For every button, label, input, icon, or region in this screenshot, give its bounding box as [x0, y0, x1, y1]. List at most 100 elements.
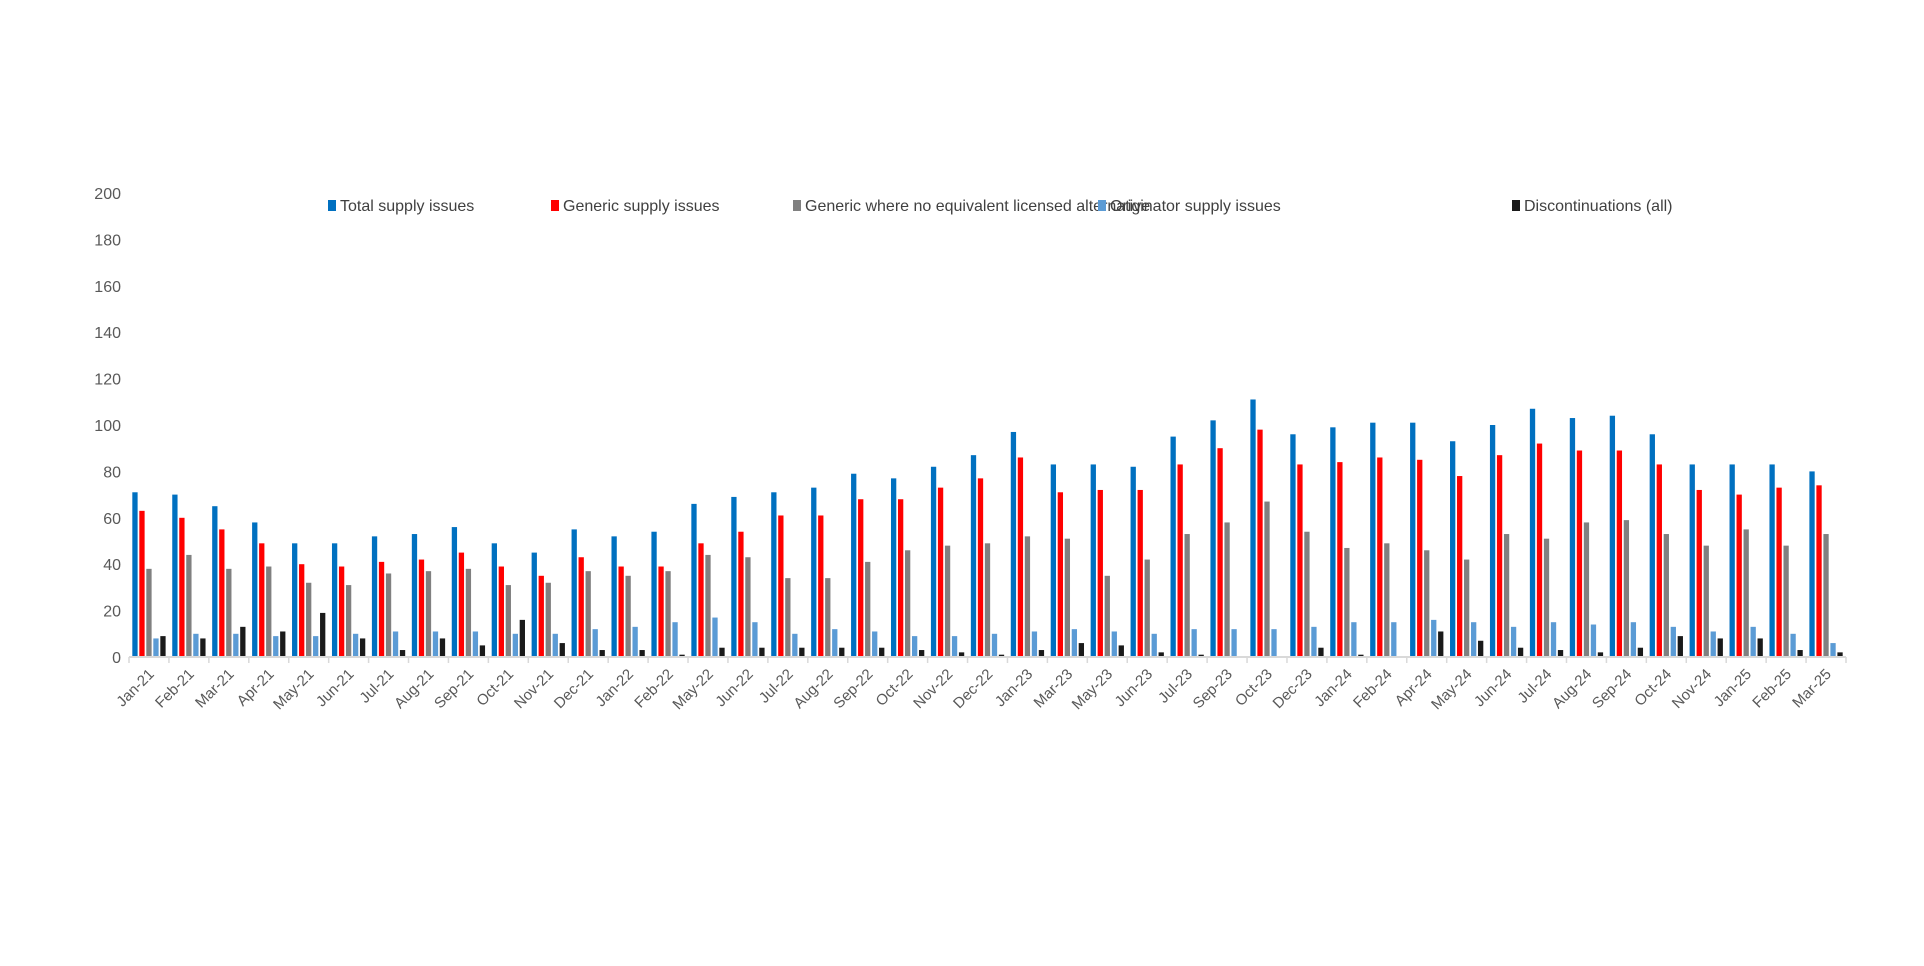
bar-generic-supply-issues: [1017, 457, 1024, 657]
bar-generic-supply-issues: [1696, 489, 1702, 657]
bar-originator-supply-issues: [352, 633, 359, 657]
bar-discontinuations-all: [1517, 647, 1524, 657]
bar-generic-supply-issues: [1217, 448, 1223, 657]
bar-total-supply-issues: [1450, 441, 1456, 657]
y-tick-label: 160: [94, 279, 121, 296]
bar-originator-supply-issues: [233, 633, 239, 657]
y-tick-label: 180: [94, 232, 121, 249]
bar-generic-where-no-equivalent-licensed-alternative: [465, 568, 472, 657]
bar-total-supply-issues: [331, 543, 338, 657]
bar-originator-supply-issues: [1231, 629, 1237, 657]
x-tick-label: May-22: [669, 666, 716, 713]
legend-swatch: [551, 200, 559, 211]
bar-total-supply-issues: [851, 473, 857, 657]
bar-originator-supply-issues: [392, 631, 399, 657]
bar-originator-supply-issues: [832, 629, 838, 657]
legend-swatch: [1512, 200, 1520, 211]
bars: [132, 399, 1843, 657]
bar-discontinuations-all: [799, 647, 805, 657]
x-tick-label: Dec-21: [551, 666, 597, 712]
bar-generic-where-no-equivalent-licensed-alternative: [1623, 520, 1630, 657]
x-tick-label: Aug-24: [1549, 666, 1595, 712]
bar-discontinuations-all: [998, 654, 1005, 657]
x-tick-label: Oct-24: [1631, 666, 1675, 710]
x-tick-label: Aug-21: [391, 666, 437, 712]
bar-originator-supply-issues: [1151, 633, 1157, 657]
bar-generic-where-no-equivalent-licensed-alternative: [1743, 529, 1749, 657]
bar-originator-supply-issues: [1351, 622, 1357, 657]
bar-total-supply-issues: [1529, 408, 1536, 657]
bar-discontinuations-all: [240, 626, 246, 657]
bar-generic-supply-issues: [658, 566, 664, 657]
bar-generic-supply-issues: [1736, 494, 1742, 657]
bar-discontinuations-all: [439, 638, 446, 657]
bar-originator-supply-issues: [792, 633, 798, 657]
y-tick-label: 120: [94, 372, 121, 389]
bar-originator-supply-issues: [1510, 626, 1517, 657]
bar-discontinuations-all: [280, 631, 286, 657]
bar-generic-where-no-equivalent-licensed-alternative: [1264, 501, 1270, 657]
y-tick-label: 140: [94, 325, 121, 342]
bar-originator-supply-issues: [872, 631, 878, 657]
bar-generic-supply-issues: [578, 557, 584, 657]
bar-discontinuations-all: [519, 619, 525, 657]
legend-item: Total supply issues: [328, 198, 474, 215]
bar-generic-supply-issues: [858, 499, 864, 657]
bar-generic-where-no-equivalent-licensed-alternative: [1663, 534, 1669, 657]
bar-originator-supply-issues: [1191, 629, 1197, 657]
bar-generic-where-no-equivalent-licensed-alternative: [984, 543, 991, 657]
x-tick-label: May-21: [270, 666, 317, 713]
x-tick-label: Jun-24: [1471, 666, 1515, 710]
bar-generic-where-no-equivalent-licensed-alternative: [865, 561, 871, 657]
bar-generic-supply-issues: [219, 529, 225, 657]
x-tick-label: Feb-21: [152, 666, 198, 712]
x-tick-label: Nov-21: [511, 666, 557, 712]
bar-discontinuations-all: [200, 638, 206, 657]
bar-generic-supply-issues: [1496, 455, 1503, 657]
bar-generic-where-no-equivalent-licensed-alternative: [186, 554, 192, 657]
legend-item: Generic where no equivalent licensed alt…: [793, 198, 1150, 215]
y-axis: 0 20 40 60 80 100 120 140 160 180 200: [94, 186, 121, 667]
bar-generic-where-no-equivalent-licensed-alternative: [1304, 531, 1310, 657]
bar-discontinuations-all: [1757, 638, 1763, 657]
x-tick-label: Aug-22: [790, 666, 836, 712]
bar-generic-supply-issues: [1816, 485, 1822, 657]
legend-label: Total supply issues: [340, 198, 474, 215]
bar-originator-supply-issues: [752, 622, 758, 657]
bar-originator-supply-issues: [672, 622, 678, 657]
bar-generic-where-no-equivalent-licensed-alternative: [505, 585, 511, 657]
legend-swatch: [328, 200, 336, 211]
bar-total-supply-issues: [731, 496, 737, 657]
bar-discontinuations-all: [1837, 652, 1843, 657]
x-tick-label: Mar-23: [1031, 666, 1077, 712]
bar-generic-where-no-equivalent-licensed-alternative: [1703, 545, 1709, 657]
bar-originator-supply-issues: [712, 617, 718, 657]
bar-total-supply-issues: [531, 552, 537, 657]
legend-label: Generic supply issues: [563, 198, 720, 215]
bar-originator-supply-issues: [951, 636, 958, 657]
bar-discontinuations-all: [1677, 636, 1683, 657]
x-tick-label: Dec-23: [1270, 666, 1316, 712]
bar-generic-where-no-equivalent-licensed-alternative: [1024, 536, 1031, 657]
bar-generic-supply-issues: [1377, 457, 1383, 657]
bar-total-supply-issues: [1050, 464, 1057, 657]
bar-generic-where-no-equivalent-licensed-alternative: [944, 545, 951, 657]
legend-item: Originator supply issues: [1098, 198, 1281, 215]
bar-discontinuations-all: [879, 647, 885, 657]
x-tick-label: Jun-23: [1112, 666, 1156, 710]
bar-generic-where-no-equivalent-licensed-alternative: [1344, 547, 1350, 657]
bar-generic-supply-issues: [1177, 464, 1183, 657]
bar-originator-supply-issues: [1710, 631, 1716, 657]
bar-discontinuations-all: [1597, 652, 1604, 657]
bar-originator-supply-issues: [1071, 629, 1078, 657]
bar-originator-supply-issues: [632, 626, 638, 657]
bar-generic-where-no-equivalent-licensed-alternative: [1464, 559, 1470, 657]
bar-total-supply-issues: [1250, 399, 1256, 657]
bar-total-supply-issues: [970, 455, 977, 657]
bar-total-supply-issues: [1010, 431, 1017, 657]
bar-originator-supply-issues: [991, 633, 998, 657]
x-tick-label: Jun-21: [313, 666, 357, 710]
bar-total-supply-issues: [651, 531, 657, 657]
y-tick-label: 40: [103, 557, 121, 574]
